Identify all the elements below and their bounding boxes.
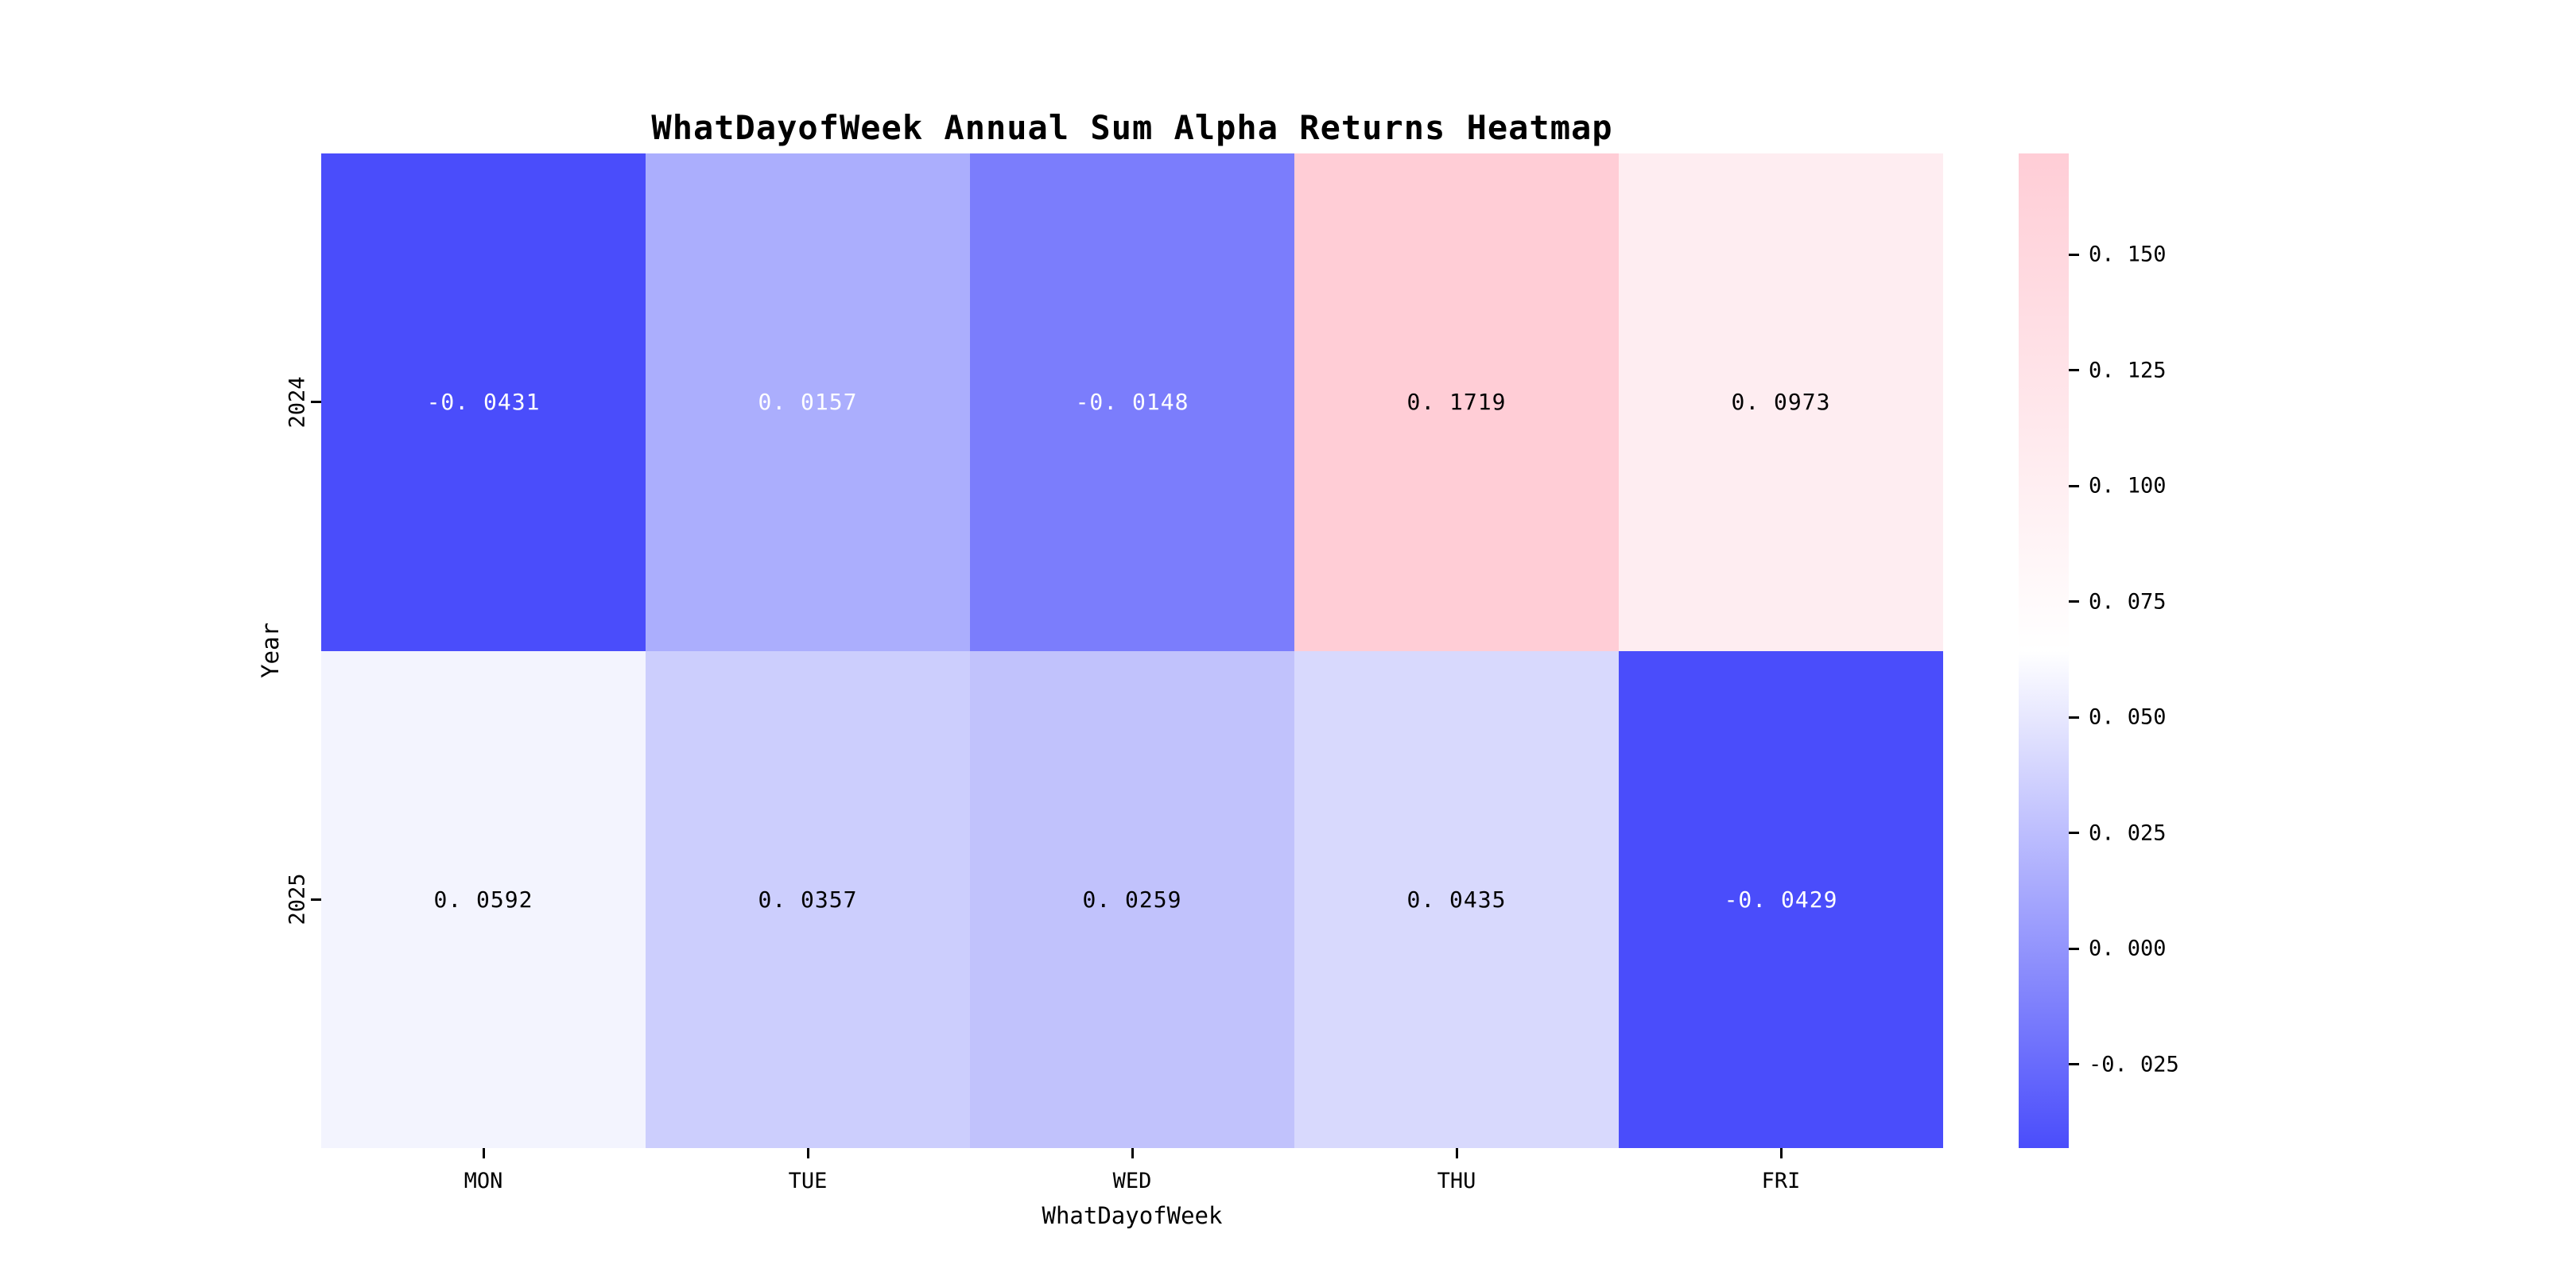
x-tick-label-thu: THU	[1437, 1169, 1476, 1193]
y-tick-label-2024: 2024	[285, 376, 310, 429]
cell-value-label: 0. 1719	[1406, 389, 1507, 416]
colorbar-tick-label: 0. 125	[2089, 358, 2167, 383]
cell-value-label: 0. 0259	[1082, 886, 1182, 913]
heatmap-cell-2025-TUE: 0. 0357	[646, 650, 970, 1148]
x-tick-label-fri: FRI	[1761, 1169, 1801, 1193]
cell-value-label: 0. 0435	[1406, 886, 1507, 913]
heatmap-cell-2024-FRI: 0. 0973	[1619, 153, 1943, 651]
colorbar-tick-mark	[2069, 253, 2079, 256]
colorbar-tick-mark	[2069, 716, 2079, 719]
cell-value-label: -0. 0429	[1724, 886, 1838, 913]
y-axis-label: Year	[257, 623, 284, 678]
x-tick-label-tue: TUE	[788, 1169, 828, 1193]
heatmap-cell-2024-THU: 0. 1719	[1294, 153, 1619, 651]
x-axis-label: WhatDayofWeek	[1042, 1202, 1223, 1229]
cell-value-label: -0. 0431	[426, 389, 541, 416]
y-tick-mark	[311, 898, 321, 901]
chart-title: WhatDayofWeek Annual Sum Alpha Returns H…	[651, 108, 1613, 147]
colorbar-tick-label: 0. 150	[2089, 242, 2167, 267]
heatmap-cell-2024-MON: -0. 0431	[321, 153, 646, 651]
y-tick-label-2025: 2025	[285, 873, 310, 925]
colorbar-tick-label: 0. 000	[2089, 936, 2167, 961]
colorbar-tick-label: 0. 075	[2089, 589, 2167, 615]
colorbar-gradient	[2019, 153, 2069, 1148]
cell-value-label: -0. 0148	[1075, 389, 1189, 416]
cell-value-label: 0. 0973	[1731, 389, 1831, 416]
x-tick-mark	[1779, 1148, 1783, 1158]
cell-value-label: 0. 0592	[433, 886, 533, 913]
cell-value-label: 0. 0357	[758, 886, 858, 913]
heatmap-grid: -0. 0431 0. 0157 -0. 0148 0. 1719 0. 0973 0. …	[321, 153, 1943, 1148]
x-tick-label-wed: WED	[1112, 1169, 1152, 1193]
heatmap-cell-2025-MON: 0. 0592	[321, 650, 646, 1148]
colorbar-tick-mark	[2069, 600, 2079, 603]
colorbar-tick-label: 0. 100	[2089, 473, 2167, 499]
heatmap-cell-2024-WED: -0. 0148	[970, 153, 1294, 651]
colorbar-tick-mark	[2069, 947, 2079, 950]
colorbar	[2019, 153, 2069, 1148]
colorbar-tick-mark	[2069, 1063, 2079, 1066]
heatmap-cell-2025-WED: 0. 0259	[970, 650, 1294, 1148]
x-tick-mark	[1131, 1148, 1134, 1158]
heatmap-cell-2025-THU: 0. 0435	[1294, 650, 1619, 1148]
y-tick-mark	[311, 401, 321, 404]
x-tick-mark	[482, 1148, 485, 1158]
colorbar-tick-mark	[2069, 369, 2079, 372]
colorbar-tick-label: -0. 025	[2089, 1052, 2179, 1077]
colorbar-tick-mark	[2069, 484, 2079, 487]
x-tick-label-mon: MON	[464, 1169, 503, 1193]
cell-value-label: 0. 0157	[758, 389, 858, 416]
colorbar-tick-mark	[2069, 832, 2079, 835]
colorbar-tick-label: 0. 025	[2089, 821, 2167, 846]
heatmap-cell-2025-FRI: -0. 0429	[1619, 650, 1943, 1148]
colorbar-tick-label: 0. 050	[2089, 704, 2167, 730]
x-tick-mark	[1455, 1148, 1458, 1158]
heatmap-cell-2024-TUE: 0. 0157	[646, 153, 970, 651]
x-tick-mark	[806, 1148, 809, 1158]
